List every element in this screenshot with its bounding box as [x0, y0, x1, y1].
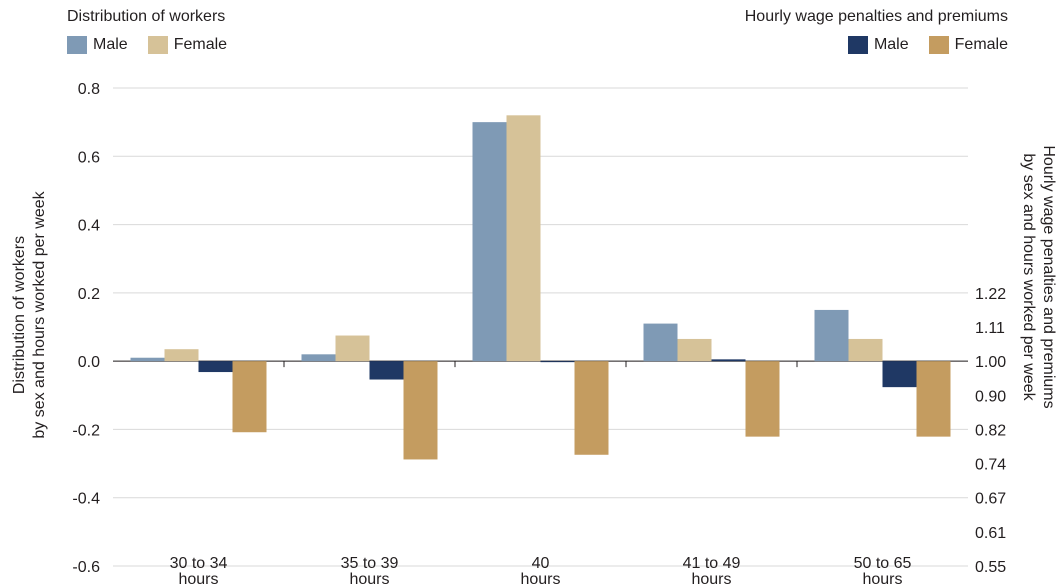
bar-distribution-male — [643, 323, 678, 362]
legend-label-distribution-male: Male — [93, 36, 128, 53]
bar-wage-female — [403, 361, 438, 460]
right-axis-tick: 1.22 — [975, 286, 1006, 303]
legend-item-distribution-female: Female — [147, 36, 228, 54]
bar-wage-male — [882, 361, 917, 388]
right-axis-tick: 0.55 — [975, 559, 1006, 576]
right-axis-tick: 1.11 — [975, 320, 1005, 337]
left-axis-tick: 0.2 — [78, 286, 100, 303]
bar-distribution-female — [164, 349, 199, 362]
category-label: hours — [691, 571, 731, 586]
bar-distribution-male — [301, 354, 336, 362]
category-label: hours — [862, 571, 902, 586]
right-axis-title: Hourly wage penalties and premiums — [1040, 145, 1057, 408]
legend-label-distribution-female: Female — [173, 36, 228, 53]
legend-swatch-distribution-female — [147, 36, 168, 54]
right-axis-tick: 0.90 — [975, 388, 1006, 405]
right-axis-tick: 0.61 — [975, 525, 1006, 542]
category-label: 30 to 34 — [170, 555, 228, 572]
left-axis-tick: -0.2 — [72, 422, 100, 439]
category-label: hours — [178, 571, 218, 586]
category-label: 40 — [532, 555, 550, 572]
left-axis-tick: 0.8 — [78, 81, 100, 98]
legend-swatch-wage-male — [847, 36, 868, 54]
bar-distribution-male — [130, 357, 165, 362]
bar-distribution-female — [848, 338, 883, 362]
left-axis-title: by sex and hours worked per week — [31, 190, 48, 438]
bar-wage-female — [916, 361, 951, 437]
left-axis-tick: 0.6 — [78, 149, 100, 166]
bar-distribution-female — [677, 338, 712, 362]
legend-swatch-distribution-male — [67, 36, 87, 54]
bar-distribution-male — [472, 122, 507, 362]
legend-swatch-wage-female — [928, 36, 949, 54]
bar-wage-male — [540, 361, 575, 363]
left-axis-tick: -0.6 — [72, 559, 100, 576]
right-axis-tick: 0.74 — [975, 457, 1006, 474]
right-axis-tick: 0.82 — [975, 422, 1006, 439]
right-axis-tick: 1.00 — [975, 354, 1006, 371]
legend-label-wage-male: Male — [873, 36, 909, 53]
legend-item-wage-female: Female — [928, 36, 1008, 54]
category-label: hours — [520, 571, 560, 586]
left-axis-tick: -0.4 — [72, 491, 100, 508]
legend-title-distribution: Distribution of workers — [67, 8, 226, 25]
category-label: hours — [349, 571, 389, 586]
bar-wage-male — [711, 359, 746, 362]
legend-title-wage: Hourly wage penalties and premiums — [744, 8, 1008, 25]
bar-wage-male — [198, 361, 233, 373]
legend-label-wage-female: Female — [954, 36, 1008, 53]
bar-distribution-male — [814, 309, 849, 362]
legend-distribution: Male Female — [67, 36, 227, 54]
left-axis-tick: 0.0 — [78, 354, 100, 371]
category-label: 41 to 49 — [683, 555, 741, 572]
right-axis-title: by sex and hours worked per week — [1020, 153, 1037, 401]
bar-wage-female — [745, 361, 780, 437]
legend-item-wage-male: Male — [847, 36, 909, 54]
bar-distribution-female — [335, 335, 370, 362]
legend-item-distribution-male: Male — [67, 36, 128, 54]
category-label: 35 to 39 — [341, 555, 399, 572]
legend-wage: Male Female — [847, 36, 1008, 54]
bar-wage-female — [232, 361, 267, 433]
bar-wage-female — [574, 361, 609, 455]
right-axis-tick: 0.67 — [975, 491, 1006, 508]
left-axis-tick: 0.4 — [78, 218, 100, 235]
left-axis-title: Distribution of workers — [11, 236, 28, 394]
category-label: 50 to 65 — [854, 555, 912, 572]
bar-distribution-female — [506, 115, 541, 362]
bar-wage-male — [369, 361, 404, 380]
